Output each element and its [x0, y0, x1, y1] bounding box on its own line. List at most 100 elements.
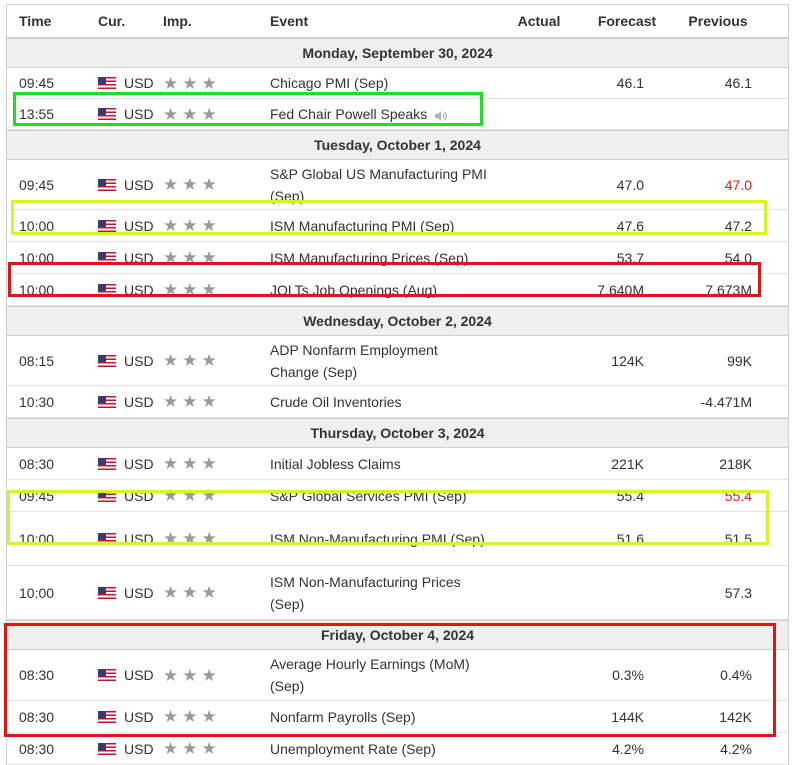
event-row[interactable]: 13:55 USD ★ ★ ★ Fed Chair Powell Speaks [7, 99, 788, 130]
star-icon: ★ [182, 216, 198, 235]
star-icon: ★ [182, 583, 198, 602]
economic-calendar: Time Cur. Imp. Event Actual Forecast Pre… [6, 4, 789, 765]
event-name-link[interactable]: Initial Jobless Claims [270, 455, 401, 472]
event-name-cell: ISM Manufacturing Prices (Sep) [270, 247, 489, 269]
event-currency: USD [85, 709, 163, 725]
event-row[interactable]: 10:30 USD ★ ★ ★ Crude Oil Inventories -4.471M [7, 386, 788, 418]
event-row[interactable]: 09:45 USD ★ ★ ★ S&P Global US Manufacturing P… [7, 160, 788, 210]
currency-code: USD [124, 106, 154, 122]
flag-canton [98, 251, 106, 259]
event-time: 13:55 [19, 106, 55, 122]
currency-code: USD [124, 708, 154, 725]
flag-canton [98, 354, 106, 362]
event-row[interactable]: 08:30 USD ★ ★ ★ Unemployment Rate (Sep) 4.2% 4.… [7, 733, 788, 765]
event-name-link[interactable]: ISM Non-Manufacturing Prices (Sep) [270, 573, 461, 612]
flag-canton [98, 219, 106, 227]
event-row[interactable]: 08:30 USD ★ ★ ★ Nonfarm Payrolls (Sep) 144K 142… [7, 701, 788, 733]
star-icon: ★ [163, 454, 179, 473]
event-row[interactable]: 10:00 USD ★ ★ ★ ISM Non-Manufacturing PMI (Se… [7, 512, 788, 566]
event-name-link[interactable]: Crude Oil Inventories [270, 393, 402, 410]
event-name-link[interactable]: Average Hourly Earnings (MoM) (Sep) [270, 656, 470, 694]
event-name-link[interactable]: S&P Global US Manufacturing PMI (Sep) [270, 165, 487, 204]
us-flag-icon [98, 77, 116, 89]
event-previous: 47.2 [724, 217, 752, 234]
event-name-link[interactable]: ADP Nonfarm Employment Change (Sep) [270, 341, 438, 380]
event-name-link[interactable]: Nonfarm Payrolls (Sep) [270, 708, 416, 725]
event-name-link[interactable]: ISM Non-Manufacturing PMI (Sep) [270, 530, 485, 547]
event-time: 10:00 [19, 530, 55, 547]
importance-stars: ★ ★ ★ [163, 106, 270, 123]
star-icon: ★ [182, 707, 198, 726]
us-flag-icon [98, 283, 116, 296]
currency-code: USD [124, 281, 154, 298]
event-time: 09:45 [19, 75, 55, 91]
event-row[interactable]: 10:00 USD ★ ★ ★ ISM Manufacturing PMI (Sep) 47… [7, 210, 788, 242]
event-name-link[interactable]: JOLTs Job Openings (Aug) [270, 281, 438, 298]
star-icon: ★ [163, 583, 179, 602]
event-row[interactable]: 08:30 USD ★ ★ ★ Initial Jobless Claims 221K 218… [7, 448, 788, 480]
col-currency-header[interactable]: Cur. [98, 13, 126, 29]
event-name-link[interactable]: S&P Global Services PMI (Sep) [270, 487, 467, 504]
currency-code: USD [124, 530, 154, 547]
flag-canton [98, 710, 106, 718]
importance-stars: ★ ★ ★ [163, 281, 270, 298]
event-row[interactable]: 09:45 USD ★ ★ ★ Chicago PMI (Sep) 46.1 46.1 [7, 68, 788, 99]
currency-code: USD [124, 352, 154, 369]
col-actual-header[interactable]: Actual [517, 13, 561, 29]
event-forecast: 47.0 [616, 176, 644, 193]
event-row[interactable]: 08:15 USD ★ ★ ★ ADP Nonfarm Employment Change… [7, 336, 788, 386]
event-currency: USD [85, 741, 163, 757]
event-row[interactable]: 08:30 USD ★ ★ ★ Average Hourly Earnings (MoM)… [7, 650, 788, 701]
event-time: 08:30 [19, 740, 55, 757]
col-importance-header[interactable]: Imp. [163, 13, 192, 29]
event-row[interactable]: 10:00 USD ★ ★ ★ ISM Manufacturing Prices (Sep… [7, 242, 788, 274]
event-row[interactable]: 10:00 USD ★ ★ ★ JOLTs Job Openings (Aug) 7.640… [7, 274, 788, 306]
event-time: 10:00 [19, 249, 55, 266]
event-row[interactable]: 09:45 USD ★ ★ ★ S&P Global Services PMI (Sep)… [7, 480, 788, 512]
speaker-icon [433, 107, 447, 121]
star-icon: ★ [201, 583, 217, 602]
col-event-header[interactable]: Event [270, 13, 309, 29]
star-icon: ★ [163, 73, 179, 93]
star-icon: ★ [201, 248, 217, 267]
event-name-link[interactable]: Chicago PMI (Sep) [270, 75, 389, 91]
event-time: 08:15 [19, 352, 55, 369]
event-previous: 142K [719, 708, 752, 725]
event-name-cell: ISM Manufacturing PMI (Sep) [270, 215, 489, 237]
event-currency: USD [85, 531, 163, 547]
event-time: 09:45 [19, 176, 55, 193]
us-flag-icon [98, 586, 116, 599]
star-icon: ★ [182, 280, 198, 299]
importance-stars: ★ ★ ★ [163, 530, 270, 547]
event-name-link[interactable]: ISM Manufacturing PMI (Sep) [270, 217, 455, 234]
star-icon: ★ [163, 351, 179, 370]
importance-stars: ★ ★ ★ [163, 740, 270, 757]
flag-canton [98, 669, 106, 676]
event-forecast: 124K [611, 352, 644, 369]
us-flag-icon [98, 395, 116, 408]
event-name-link[interactable]: Unemployment Rate (Sep) [270, 740, 436, 757]
event-forecast: 4.2% [612, 740, 644, 757]
table-body: Monday, September 30, 2024 09:45 USD ★ ★ ★ Chi… [7, 38, 788, 765]
event-forecast: 46.1 [616, 75, 644, 91]
event-forecast: 7.640M [597, 281, 644, 298]
us-flag-icon [98, 742, 116, 755]
date-separator: Thursday, October 3, 2024 [7, 418, 788, 448]
event-row[interactable]: 10:00 USD ★ ★ ★ ISM Non-Manufacturing Prices … [7, 566, 788, 620]
us-flag-icon [98, 489, 116, 502]
importance-stars: ★ ★ ★ [163, 75, 270, 92]
col-previous-header[interactable]: Previous [688, 13, 748, 29]
event-previous: -4.471M [700, 393, 752, 410]
col-forecast-header[interactable]: Forecast [597, 13, 657, 29]
flag-canton [98, 586, 106, 594]
col-time-header[interactable]: Time [19, 13, 52, 29]
currency-code: USD [124, 584, 154, 601]
event-currency: USD [85, 218, 163, 234]
importance-stars: ★ ★ ★ [163, 249, 270, 266]
flag-canton [98, 283, 106, 291]
star-icon: ★ [201, 216, 217, 235]
event-name-link[interactable]: Fed Chair Powell Speaks [270, 106, 428, 122]
event-currency: USD [85, 353, 163, 369]
flag-canton [98, 395, 106, 403]
event-name-link[interactable]: ISM Manufacturing Prices (Sep) [270, 249, 469, 266]
